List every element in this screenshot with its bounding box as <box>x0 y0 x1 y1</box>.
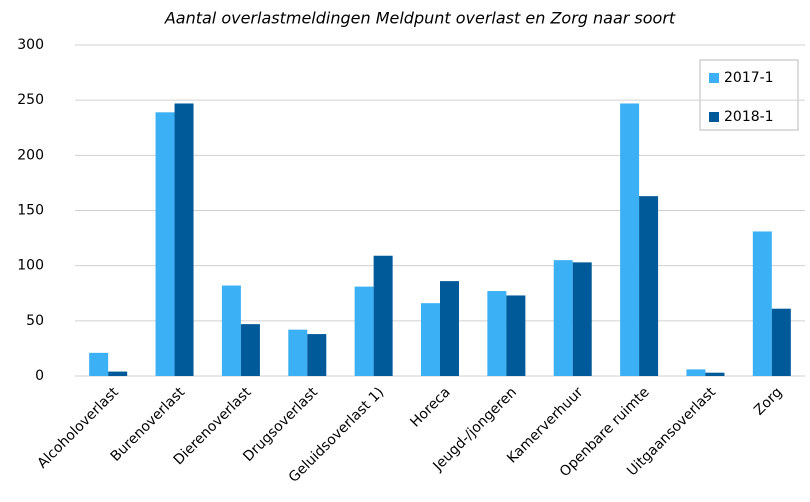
bar <box>487 291 507 376</box>
legend-swatch <box>709 112 719 122</box>
bar <box>288 329 308 376</box>
bar <box>440 281 459 376</box>
chart-title: Aantal overlastmeldingen Meldpunt overla… <box>164 9 676 28</box>
bar <box>639 196 659 376</box>
x-tick-label: Alcoholoverlast <box>34 384 122 472</box>
bar <box>705 372 725 376</box>
bar <box>572 262 592 376</box>
legend-label: 2017-1 <box>724 70 774 86</box>
bar <box>553 260 573 376</box>
x-tick-label: Zorg <box>751 384 785 418</box>
bar <box>354 286 374 376</box>
bar <box>752 231 772 376</box>
legend-swatch <box>709 73 719 83</box>
bar <box>686 369 706 376</box>
bar <box>620 103 640 376</box>
bar <box>155 112 175 376</box>
y-tick-label: 250 <box>17 92 44 108</box>
y-tick-label: 200 <box>17 147 44 163</box>
bar <box>307 334 327 376</box>
bar <box>373 255 393 376</box>
legend-label: 2018-1 <box>724 109 774 125</box>
y-tick-label: 150 <box>17 203 44 219</box>
y-tick-label: 100 <box>17 258 44 274</box>
y-tick-label: 300 <box>17 37 44 53</box>
bar <box>108 371 128 376</box>
y-tick-label: 50 <box>26 313 44 329</box>
y-tick-label: 0 <box>35 368 44 384</box>
bar <box>240 324 260 376</box>
bar <box>421 303 440 376</box>
bar <box>89 352 109 376</box>
bar <box>506 295 526 376</box>
bar <box>174 103 194 376</box>
bar <box>221 285 241 376</box>
x-tick-label: Horeca <box>407 384 453 430</box>
bar <box>771 308 791 376</box>
